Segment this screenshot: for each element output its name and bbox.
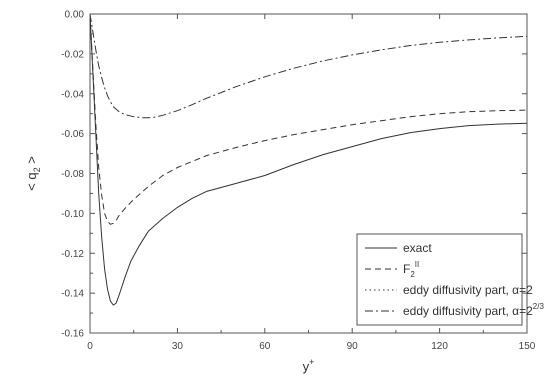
legend-label-2: eddy diffusivity part, α=2 bbox=[403, 283, 533, 297]
y-axis-label: < q2 > bbox=[24, 156, 42, 191]
y-tick-label: -0.02 bbox=[61, 49, 84, 60]
y-tick-label: -0.04 bbox=[61, 89, 84, 100]
y-tick-label: -0.10 bbox=[61, 209, 84, 220]
x-tick-label: 120 bbox=[431, 341, 448, 352]
y-tick-label: -0.12 bbox=[61, 249, 84, 260]
x-tick-label: 90 bbox=[347, 341, 359, 352]
x-tick-label: 60 bbox=[259, 341, 271, 352]
legend-box bbox=[356, 233, 523, 326]
y-tick-label: -0.14 bbox=[61, 289, 84, 300]
series-group bbox=[89, 13, 528, 306]
axes: 0.00 -0.02 -0.04 -0.06 -0.08 -0.10 -0.12 -0.14 -… bbox=[24, 10, 536, 375]
x-axis-label: y+ bbox=[303, 357, 315, 374]
x-tick-label: 150 bbox=[519, 341, 536, 352]
series-line-0 bbox=[89, 13, 528, 306]
y-tick-label: -0.16 bbox=[61, 329, 84, 340]
x-tick-label: 0 bbox=[87, 341, 93, 352]
series-line-1 bbox=[89, 13, 528, 225]
legend-label-3: eddy diffusivity part, α=22/3 bbox=[403, 302, 544, 318]
y-tick-label: 0.00 bbox=[65, 10, 85, 21]
y-tick-label: -0.08 bbox=[61, 169, 84, 180]
x-tick-label: 30 bbox=[172, 341, 184, 352]
y-tick-label: -0.06 bbox=[61, 129, 84, 140]
series-line-3 bbox=[89, 13, 528, 119]
legend-label-0: exact bbox=[403, 241, 432, 255]
